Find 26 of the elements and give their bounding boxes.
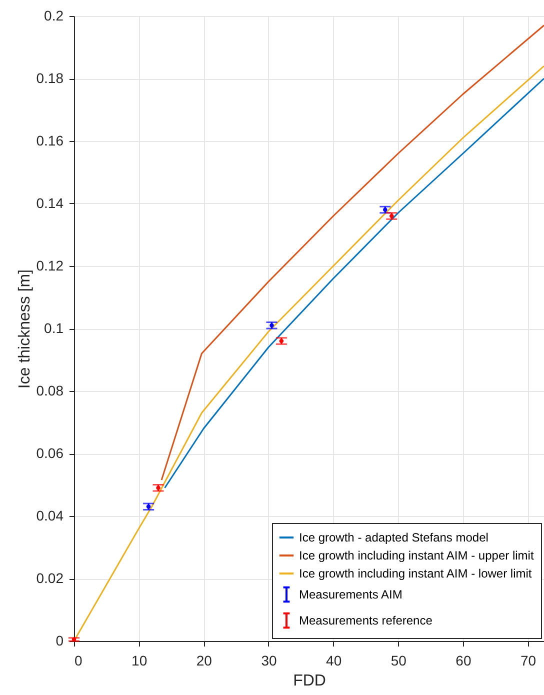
y-tick-label: 0.1 [44,320,64,336]
y-tick-label: 0.14 [36,195,64,211]
x-tick-label: 30 [261,652,277,668]
legend-label: Ice growth including instant AIM - upper limit [299,548,534,562]
y-tick-label: 0.06 [36,445,64,461]
legend-label: Measurements AIM [299,588,402,602]
legend-label: Ice growth - adapted Stefans model [299,530,488,544]
y-tick-label: 0.18 [36,70,64,86]
y-tick-label: 0.02 [36,570,64,586]
y-tick-label: 0.16 [36,132,64,148]
x-tick-label: 10 [132,652,148,668]
x-tick-label: 0 [74,652,82,668]
x-tick-label: 70 [520,652,536,668]
y-tick-label: 0.04 [36,508,64,524]
y-tick-label: 0.12 [36,258,64,274]
legend-label: Measurements reference [299,614,433,628]
y-tick-label: 0.2 [44,8,64,24]
x-tick-label: 50 [390,652,407,668]
x-axis-title: FDD [293,672,326,690]
legend-label: Ice growth including instant AIM - lower limit [299,566,532,580]
x-tick-label: 40 [326,652,342,668]
y-tick-label: 0.08 [36,382,64,398]
x-tick-label: 20 [196,652,212,668]
y-tick-label: 0 [56,632,64,648]
y-axis-title: Ice thickness [m] [16,269,34,389]
x-tick-label: 60 [456,652,472,668]
